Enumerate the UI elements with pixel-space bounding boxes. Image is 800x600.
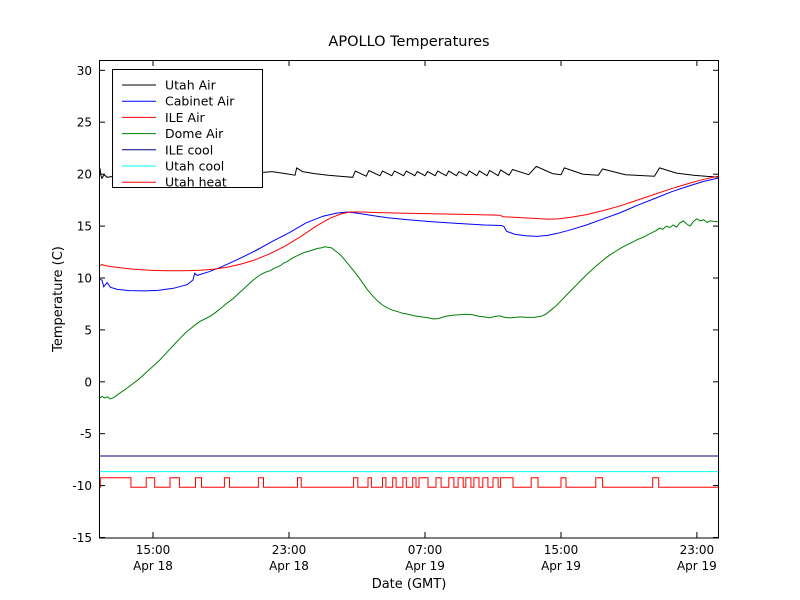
plot-frame bbox=[99, 60, 719, 539]
legend-label: Utah cool bbox=[165, 159, 224, 174]
legend-item-cabinet-air: Cabinet Air bbox=[122, 94, 235, 109]
y-tick-label: -10 bbox=[72, 479, 92, 493]
legend-item-dome-air: Dome Air bbox=[122, 126, 224, 141]
x-tick-label-date: Apr 19 bbox=[405, 559, 445, 573]
y-tick-label: 0 bbox=[84, 375, 92, 389]
legend-item-ile-cool: ILE cool bbox=[122, 142, 213, 157]
legend-label: ILE Air bbox=[165, 110, 206, 125]
x-tick-label-date: Apr 18 bbox=[269, 559, 309, 573]
y-tick-label: 25 bbox=[77, 116, 92, 130]
x-axis-label: Date (GMT) bbox=[372, 577, 447, 592]
x-tick-label: 23:00 bbox=[680, 543, 715, 557]
y-tick-label: 5 bbox=[84, 323, 92, 337]
legend-label: Utah Air bbox=[165, 78, 217, 93]
y-tick-label: 10 bbox=[77, 272, 92, 286]
x-tick-label-date: Apr 19 bbox=[541, 559, 581, 573]
series-line-utah-heat bbox=[100, 477, 718, 488]
x-tick-label: 23:00 bbox=[272, 543, 307, 557]
y-tick-label: -5 bbox=[80, 427, 92, 441]
tick-labels: 15:00 Apr 18 23:00 Apr 18 07:00 Apr 19 15:00 Ap… bbox=[72, 64, 716, 573]
x-tick-label-date: Apr 18 bbox=[133, 559, 173, 573]
legend-box bbox=[112, 69, 263, 188]
x-tick-label-date: Apr 19 bbox=[677, 559, 717, 573]
x-tick-label: 07:00 bbox=[408, 543, 443, 557]
legend-label: Utah heat bbox=[165, 175, 227, 190]
legend-item-ile-air: ILE Air bbox=[122, 110, 206, 125]
x-tick-label: 15:00 bbox=[544, 543, 579, 557]
legend-label: Cabinet Air bbox=[165, 94, 235, 109]
series-line-dome-air bbox=[100, 218, 718, 400]
series-line-cabinet-air bbox=[100, 177, 718, 292]
x-tick-label: 15:00 bbox=[136, 543, 171, 557]
legend-item-utah-cool: Utah cool bbox=[122, 159, 224, 174]
y-tick-label: 30 bbox=[77, 64, 92, 78]
legend-item-utah-heat: Utah heat bbox=[122, 175, 227, 190]
series-group bbox=[100, 165, 718, 488]
y-tick-label: 15 bbox=[77, 220, 92, 234]
chart-title: APOLLO Temperatures bbox=[328, 34, 489, 50]
legend-label: Dome Air bbox=[165, 126, 224, 141]
y-axis-label: Temperature (C) bbox=[51, 246, 66, 353]
legend-label: ILE cool bbox=[165, 142, 213, 157]
tick-marks bbox=[99, 60, 719, 538]
plot-area: 15:00 Apr 18 23:00 Apr 18 07:00 Apr 19 15:00 Ap… bbox=[72, 60, 719, 573]
series-line-ile-air bbox=[100, 175, 718, 272]
legend-item-utah-air: Utah Air bbox=[122, 78, 217, 93]
y-tick-label: 20 bbox=[77, 168, 92, 182]
y-tick-label: -15 bbox=[72, 531, 92, 545]
